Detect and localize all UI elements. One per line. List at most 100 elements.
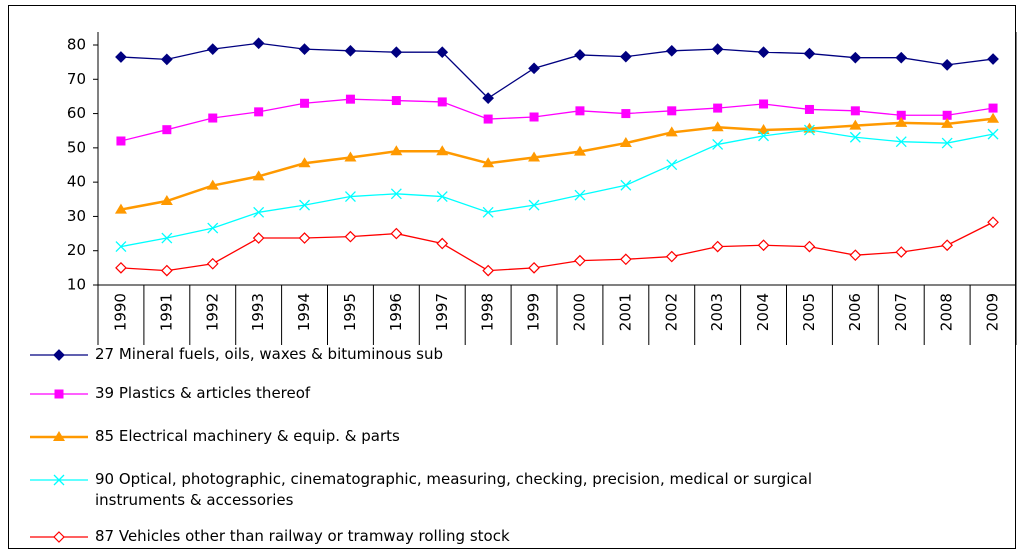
- y-tick-label: 70: [67, 70, 86, 88]
- x-tick-label: 1994: [295, 293, 313, 331]
- data-point: [849, 119, 862, 130]
- data-point: [161, 53, 173, 66]
- data-point: [619, 137, 632, 148]
- x-tick-label: 1999: [525, 293, 543, 331]
- data-point: [987, 53, 999, 65]
- data-point: [161, 232, 173, 244]
- data-point: [803, 47, 816, 60]
- data-point: [116, 136, 126, 146]
- legend-label: 39 Plastics & articles thereof: [95, 384, 311, 402]
- data-point: [895, 51, 908, 64]
- data-point: [482, 92, 494, 104]
- data-point: [436, 191, 448, 203]
- data-point: [390, 46, 403, 59]
- data-point: [895, 116, 908, 127]
- data-point: [895, 136, 907, 148]
- x-tick-label: 1995: [341, 293, 359, 331]
- data-point: [942, 110, 952, 120]
- x-tick-label: 2002: [662, 293, 680, 331]
- data-point: [849, 249, 862, 262]
- data-point: [849, 131, 861, 143]
- data-point: [941, 117, 954, 128]
- data-point: [344, 191, 356, 203]
- legend-label: 85 Electrical machinery & equip. & parts: [95, 427, 400, 445]
- data-point: [208, 113, 218, 123]
- data-point: [665, 126, 678, 137]
- legend-label: 90 Optical, photographic, cinematographi…: [95, 470, 813, 509]
- x-tick-label: 1998: [479, 293, 497, 331]
- data-point: [162, 125, 172, 135]
- x-tick-label: 2005: [800, 293, 818, 331]
- data-point: [803, 240, 816, 253]
- data-point: [574, 254, 586, 267]
- data-point: [206, 43, 219, 55]
- legend-marker: [53, 431, 65, 441]
- data-point: [345, 94, 355, 104]
- series-line: [120, 117, 994, 211]
- data-point: [666, 159, 678, 171]
- data-point: [573, 145, 586, 156]
- data-point: [575, 106, 585, 116]
- data-point: [757, 46, 770, 59]
- data-point: [115, 241, 127, 253]
- data-point: [391, 96, 401, 106]
- data-point: [987, 216, 999, 229]
- data-point: [711, 240, 724, 253]
- data-point: [390, 145, 403, 156]
- data-point: [803, 124, 815, 136]
- data-point: [437, 97, 447, 107]
- data-point: [712, 138, 724, 150]
- data-point: [621, 109, 631, 119]
- y-tick-label: 80: [67, 36, 86, 54]
- data-point: [665, 44, 678, 57]
- data-point: [574, 49, 586, 61]
- data-point: [757, 239, 770, 252]
- data-point: [206, 257, 219, 270]
- data-point: [206, 179, 219, 190]
- data-point: [711, 43, 724, 55]
- data-point: [115, 51, 127, 63]
- data-point: [436, 145, 449, 156]
- data-point: [390, 227, 403, 240]
- x-tick-label: 1992: [203, 293, 221, 331]
- data-point: [298, 232, 311, 244]
- data-point: [528, 62, 540, 75]
- data-point: [390, 188, 402, 200]
- data-point: [757, 124, 770, 135]
- data-point: [436, 237, 449, 250]
- data-point: [300, 98, 310, 108]
- series-line: [120, 129, 994, 248]
- data-point: [482, 157, 495, 168]
- data-point: [987, 128, 999, 140]
- data-point: [207, 222, 219, 234]
- data-point: [988, 103, 998, 113]
- data-point: [667, 106, 677, 116]
- data-point: [528, 262, 540, 274]
- y-tick-label: 60: [67, 104, 86, 122]
- legend-marker: [54, 389, 64, 399]
- x-tick-label: 1997: [433, 293, 451, 331]
- x-tick-label: 2000: [570, 293, 588, 331]
- data-point: [115, 262, 127, 274]
- data-point: [254, 107, 264, 117]
- data-point: [711, 121, 724, 132]
- x-tick-label: 2006: [846, 293, 864, 331]
- data-point: [483, 114, 493, 124]
- data-point: [941, 59, 953, 71]
- x-tick-label: 2009: [984, 293, 1002, 331]
- data-point: [344, 44, 357, 57]
- data-point: [528, 199, 540, 211]
- series-line: [120, 98, 994, 142]
- data-point: [987, 112, 1000, 123]
- data-point: [114, 203, 127, 214]
- data-point: [482, 264, 494, 277]
- data-point: [482, 206, 494, 218]
- data-point: [850, 106, 860, 116]
- x-tick-label: 1991: [157, 293, 175, 331]
- data-point: [528, 151, 541, 162]
- legend-marker: [53, 531, 65, 543]
- data-point: [758, 130, 770, 142]
- data-point: [298, 43, 311, 55]
